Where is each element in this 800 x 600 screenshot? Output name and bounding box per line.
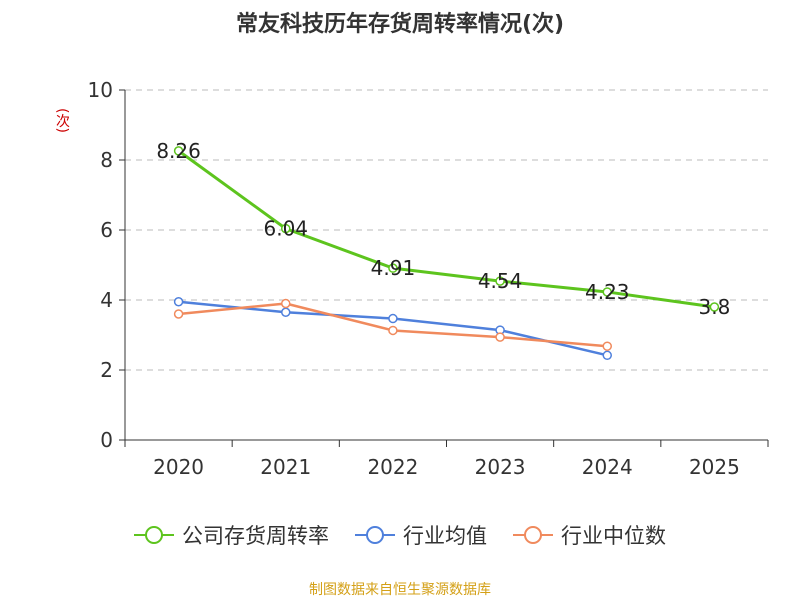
legend-marker-company xyxy=(134,526,174,544)
series-1-point-2022 xyxy=(388,313,398,324)
y-tick-label-0: 0 xyxy=(100,428,113,452)
legend-label-industry-mean: 行业均值 xyxy=(403,524,487,548)
x-tick-label-2022: 2022 xyxy=(367,455,418,479)
legend-item-industry-median[interactable]: 行业中位数 xyxy=(513,520,666,550)
x-tick-label-2024: 2024 xyxy=(582,455,633,479)
data-label-2023: 4.54 xyxy=(478,269,523,293)
legend-item-company[interactable]: 公司存货周转率 xyxy=(134,520,329,550)
legend-marker-industry-median xyxy=(513,526,553,544)
series-0-point-2025 xyxy=(709,302,720,312)
data-label-2021: 6.04 xyxy=(263,217,308,241)
series-line-2 xyxy=(178,302,608,348)
x-tick-label-2021: 2021 xyxy=(260,455,311,479)
y-axis-label: (次) xyxy=(54,108,70,133)
series-0-point-2020 xyxy=(173,146,184,156)
series-2-point-2022 xyxy=(388,325,398,336)
source-note: 制图数据来自恒生聚源数据库 xyxy=(309,582,491,598)
series-1-point-2024 xyxy=(602,350,612,361)
series-2-point-2020 xyxy=(173,309,184,319)
x-tick-label-2020: 2020 xyxy=(153,455,204,479)
x-tick-label-2023: 2023 xyxy=(475,455,526,479)
y-tick-label-2: 2 xyxy=(100,358,113,382)
legend-marker-industry-mean xyxy=(355,526,395,544)
y-tick-label-8: 8 xyxy=(100,148,113,172)
series-line-0 xyxy=(177,149,715,309)
data-label-2025: 3.8 xyxy=(699,295,731,319)
series-0-point-2021 xyxy=(281,223,291,234)
legend-label-company: 公司存货周转率 xyxy=(182,524,329,548)
legend-item-industry-mean[interactable]: 行业均值 xyxy=(355,520,487,550)
y-tick-label-10: 10 xyxy=(88,78,113,102)
series-2-point-2023 xyxy=(495,332,505,342)
data-label-2020: 8.26 xyxy=(156,139,201,163)
series-0-point-2022 xyxy=(388,263,398,273)
series-2-point-2021 xyxy=(281,298,291,309)
series-1-point-2020 xyxy=(173,297,184,307)
line-chart: 0 2 4 6 8 10 2020 2021 2022 2023 2024 2025 8.26 6.04 4… xyxy=(88,78,769,479)
legend-label-industry-median: 行业中位数 xyxy=(561,524,666,548)
chart-title: 常友科技历年存货周转率情况(次) xyxy=(235,12,565,37)
data-label-2024: 4.23 xyxy=(585,280,630,304)
series-0-point-2024 xyxy=(602,287,612,297)
series-0-point-2023 xyxy=(495,276,505,286)
series-2-point-2024 xyxy=(602,341,612,351)
data-label-2022: 4.91 xyxy=(371,256,416,280)
series-1-point-2021 xyxy=(281,307,291,317)
x-tick-label-2025: 2025 xyxy=(689,455,740,479)
y-tick-label-4: 4 xyxy=(100,288,113,312)
legend: 公司存货周转率 行业均值 行业中位数 xyxy=(0,520,800,550)
y-tick-label-6: 6 xyxy=(100,218,113,242)
